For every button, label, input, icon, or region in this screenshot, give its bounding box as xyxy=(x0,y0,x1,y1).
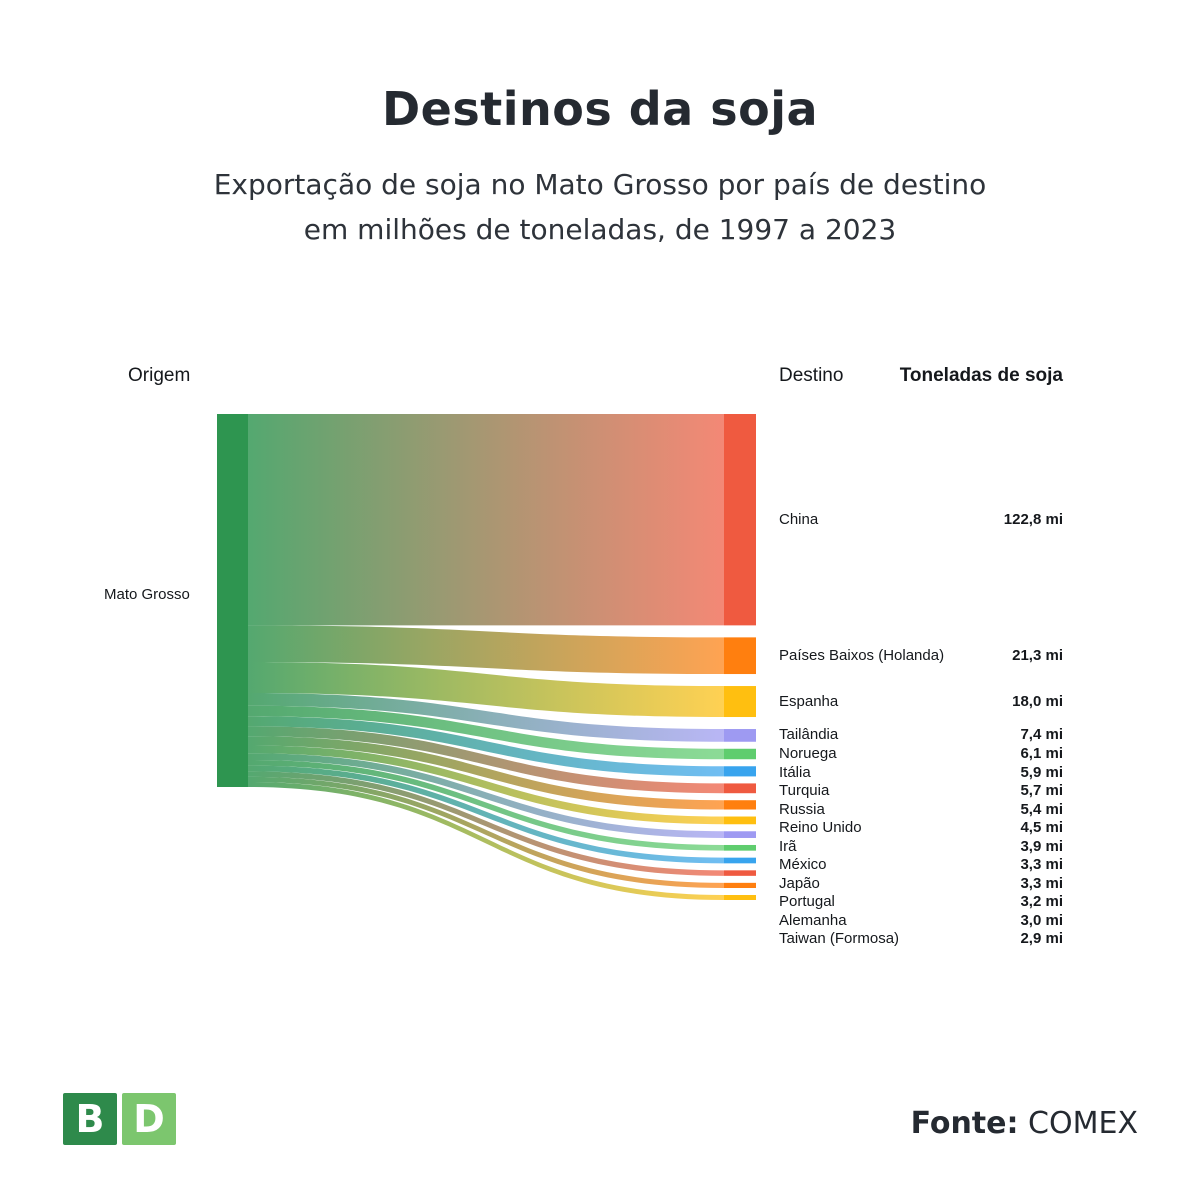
source-node-mato-grosso xyxy=(217,414,248,787)
target-node-turquia xyxy=(724,783,756,794)
source-value: COMEX xyxy=(1028,1106,1138,1141)
value-label-ira: 3,9 mi xyxy=(1020,837,1063,855)
value-label-tailandia: 7,4 mi xyxy=(1020,726,1063,744)
flow-italia xyxy=(248,716,724,777)
target-node-portugal xyxy=(724,870,756,876)
target-node-paises-baixos-holanda xyxy=(724,637,756,675)
source-credit: Fonte: COMEX xyxy=(911,1106,1138,1141)
destination-header: Destino xyxy=(779,365,844,386)
flow-tailandia xyxy=(248,693,724,742)
dest-label-paises-baixos-holanda: Países Baixos (Holanda) xyxy=(779,646,945,664)
dest-label-japao: Japão xyxy=(779,874,820,892)
source-node-label: Mato Grosso xyxy=(104,586,190,603)
dest-label-mexico: México xyxy=(779,856,827,873)
flow-turquia xyxy=(248,726,724,794)
target-node-italia xyxy=(724,766,756,777)
value-label-taiwan-formosa: 2,9 mi xyxy=(1020,930,1063,947)
value-label-japao: 3,3 mi xyxy=(1020,874,1063,892)
chart-subtitle-line2: em milhões de toneladas, de 1997 a 2023 xyxy=(303,213,897,246)
logo-d: D xyxy=(122,1093,176,1145)
dest-label-tailandia: Tailândia xyxy=(779,726,839,744)
origin-header: Origem xyxy=(128,365,191,386)
flow-japao xyxy=(248,765,724,864)
value-label-paises-baixos-holanda: 21,3 mi xyxy=(1012,646,1063,664)
logo-b: B xyxy=(63,1093,117,1145)
flow-mexico xyxy=(248,759,724,851)
flow-layer xyxy=(248,414,724,900)
dest-label-reino-unido: Reino Unido xyxy=(779,819,862,836)
flow-russia xyxy=(248,736,724,810)
source-label: Fonte: xyxy=(910,1106,1019,1141)
value-label-noruega: 6,1 mi xyxy=(1020,745,1063,762)
flow-portugal xyxy=(248,771,724,876)
flow-reino-unido xyxy=(248,745,724,825)
target-node-espanha xyxy=(724,686,756,718)
target-node-alemanha xyxy=(724,882,756,889)
node-layer xyxy=(217,414,756,900)
target-node-taiwan-formosa xyxy=(724,895,756,900)
value-label-russia: 5,4 mi xyxy=(1020,800,1063,818)
target-node-china xyxy=(724,414,756,626)
target-node-ira xyxy=(724,831,756,838)
target-node-reino-unido xyxy=(724,816,756,825)
dest-label-russia: Russia xyxy=(779,800,825,818)
chart-title: Destinos da soja xyxy=(381,82,819,136)
dest-label-noruega: Noruega xyxy=(779,745,837,762)
dest-label-espanha: Espanha xyxy=(779,692,839,710)
target-node-japao xyxy=(724,857,756,864)
chart-subtitle-line1: Exportação de soja no Mato Grosso por pa… xyxy=(213,168,987,201)
dest-label-turquia: Turquia xyxy=(779,782,830,799)
flow-noruega xyxy=(248,705,724,760)
value-label-reino-unido: 4,5 mi xyxy=(1020,819,1063,836)
dest-label-china: China xyxy=(779,510,819,528)
tons-header: Toneladas de soja xyxy=(899,365,1063,386)
flow-espanha xyxy=(248,662,724,718)
value-label-espanha: 18,0 mi xyxy=(1012,692,1063,710)
dest-label-italia: Itália xyxy=(779,763,811,781)
target-node-mexico xyxy=(724,844,756,851)
flow-taiwan-formosa xyxy=(248,782,724,900)
flow-paises-baixos-holanda xyxy=(248,625,724,675)
flow-ira xyxy=(248,753,724,838)
dest-label-alemanha: Alemanha xyxy=(779,911,847,929)
value-label-italia: 5,9 mi xyxy=(1020,763,1063,781)
value-label-alemanha: 3,0 mi xyxy=(1020,911,1063,929)
value-label-turquia: 5,7 mi xyxy=(1020,782,1063,799)
dest-label-ira: Irã xyxy=(779,837,797,855)
target-node-russia xyxy=(724,800,756,810)
dest-label-taiwan-formosa: Taiwan (Formosa) xyxy=(779,930,900,947)
target-node-noruega xyxy=(724,748,756,760)
flow-alemanha xyxy=(248,776,724,889)
dest-label-portugal: Portugal xyxy=(779,893,835,910)
flow-china xyxy=(248,414,724,626)
value-label-china: 122,8 mi xyxy=(1003,510,1063,528)
value-label-portugal: 3,2 mi xyxy=(1020,893,1063,910)
target-node-tailandia xyxy=(724,729,756,742)
value-label-mexico: 3,3 mi xyxy=(1020,856,1063,873)
